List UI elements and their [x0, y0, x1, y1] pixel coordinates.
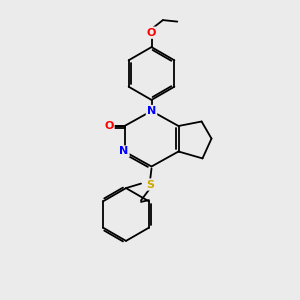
Text: N: N: [119, 146, 128, 157]
Text: S: S: [146, 179, 154, 190]
Text: O: O: [104, 121, 114, 131]
Text: O: O: [147, 28, 156, 38]
Text: N: N: [147, 106, 156, 116]
